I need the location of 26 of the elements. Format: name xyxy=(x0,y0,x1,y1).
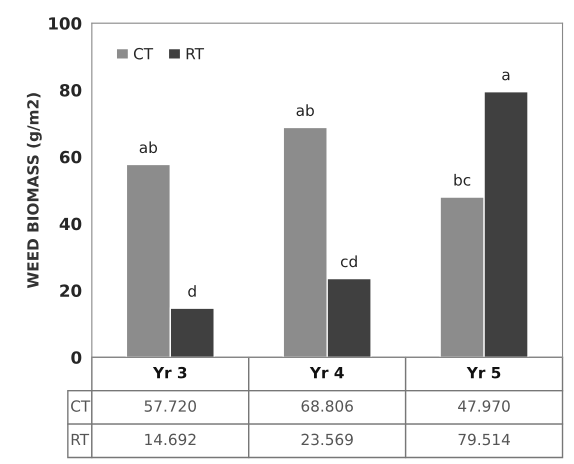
legend-label: CT xyxy=(134,48,154,60)
y-tick-label: 20 xyxy=(60,284,82,298)
y-tick-label: 0 xyxy=(71,351,82,364)
annotation: d xyxy=(188,285,196,297)
x-tick-label: Yr 4 xyxy=(310,367,344,378)
data-label: 14.692 xyxy=(145,434,196,446)
x-tick-label: Yr 3 xyxy=(152,366,186,378)
y-axis-title: WEED BIOMASS (g/m2) xyxy=(26,93,42,288)
annotation: bc xyxy=(454,174,470,186)
text: CT xyxy=(71,400,90,412)
y-tick-label: 100 xyxy=(49,17,82,30)
data-label: 68.806 xyxy=(302,400,353,412)
annotation: ab xyxy=(296,104,314,116)
annotation: ab xyxy=(140,141,158,154)
data-label: 47.970 xyxy=(458,400,510,412)
y-tick-label: 60 xyxy=(60,150,82,164)
data-label: 23.569 xyxy=(302,434,353,446)
x-tick-label: Yr 5 xyxy=(466,367,500,378)
data-label: 57.720 xyxy=(144,400,196,412)
text: RT xyxy=(72,434,90,446)
data-label: 79.514 xyxy=(458,434,510,446)
y-tick-label: 40 xyxy=(60,218,82,230)
annotation: a xyxy=(502,72,510,80)
legend-label: RT xyxy=(186,48,204,60)
y-tick-label: 80 xyxy=(60,84,82,97)
annotation: cd xyxy=(340,255,357,268)
